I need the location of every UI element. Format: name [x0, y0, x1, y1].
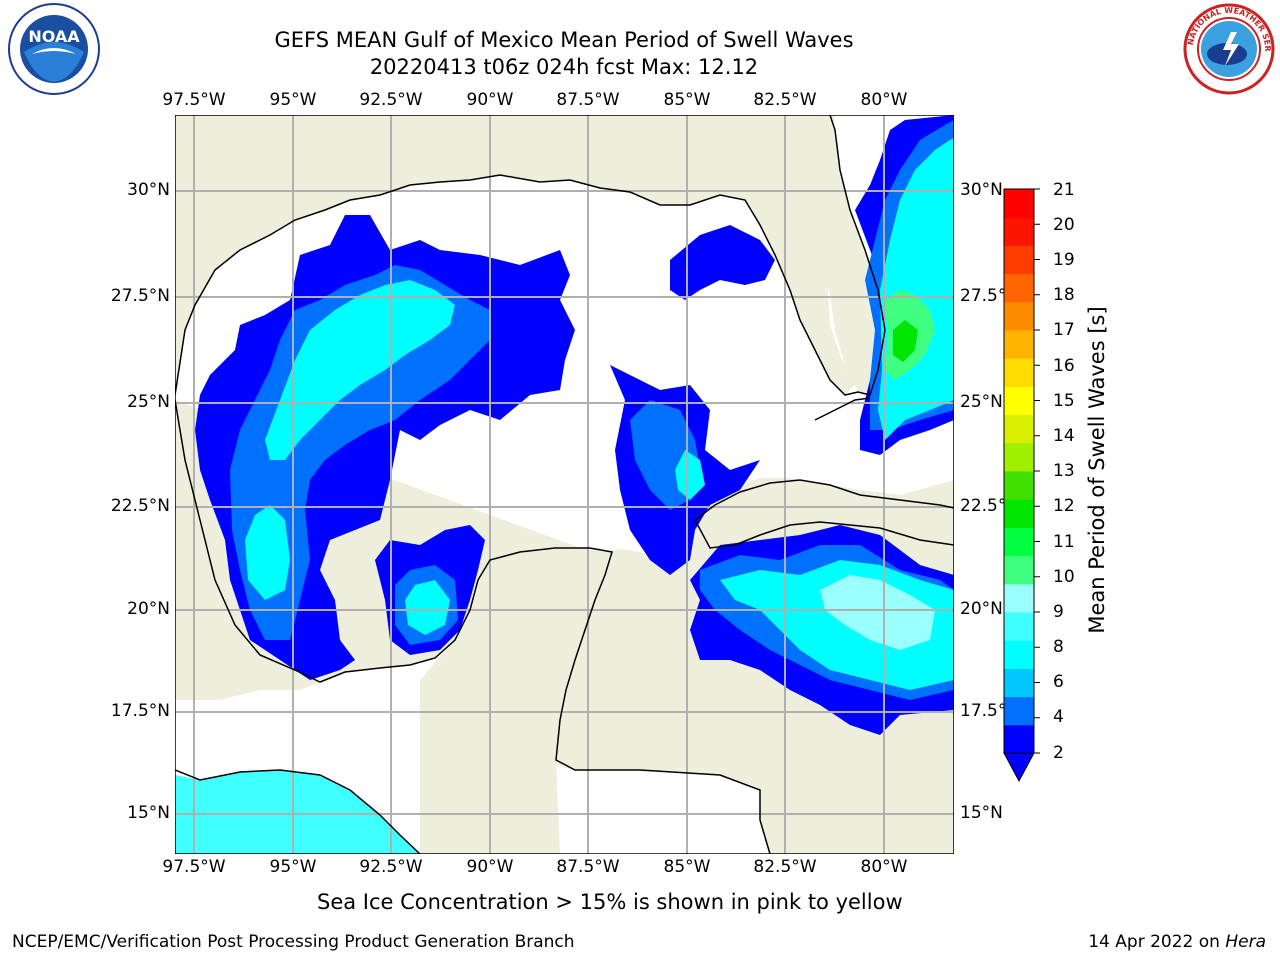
colorbar-tick: 11: [1053, 532, 1075, 552]
cuba-land: [695, 480, 954, 548]
lon-label: 97.5°W: [162, 90, 226, 110]
swell-period-contours: [175, 115, 954, 854]
lon-label: 82.5°W: [753, 90, 817, 110]
colorbar-segment: [1004, 217, 1034, 246]
lat-label: 30°N: [127, 180, 170, 200]
colorbar-tick: 8: [1053, 637, 1064, 657]
footer-credit: NCEP/EMC/Verification Post Processing Pr…: [12, 932, 575, 952]
colorbar-segment: [1004, 696, 1034, 726]
colorbar-tick: 12: [1053, 496, 1075, 516]
colorbar-tick: 16: [1053, 356, 1075, 376]
contour-6-8s-campeche: [405, 580, 450, 635]
chart-title: GEFS MEAN Gulf of Mexico Mean Period of …: [274, 28, 854, 52]
lon-label: 85°W: [663, 90, 711, 110]
lon-label: 90°W: [466, 90, 514, 110]
colorbar-tick: 10: [1053, 567, 1075, 587]
noaa-wordmark: NOAA: [28, 27, 80, 46]
lon-label: 95°W: [269, 857, 317, 877]
colorbar-tick: 14: [1053, 426, 1075, 446]
contour-2-4s-east-gulf: [670, 225, 775, 300]
sea-ice-note: Sea Ice Concentration > 15% is shown in …: [317, 890, 903, 914]
contour-6-8s-central: [675, 450, 705, 500]
colorbar-segment: [1004, 527, 1034, 557]
lon-label: 97.5°W: [162, 857, 226, 877]
coastlines: [175, 115, 954, 854]
contour-11-12s-atlantic: [893, 320, 918, 362]
colorbar-tick: 18: [1053, 285, 1075, 305]
colorbar-segment: [1004, 640, 1034, 669]
colorbar-segment: [1004, 612, 1034, 641]
colorbar-segment: [1004, 414, 1034, 444]
colorbar-tick: 4: [1053, 707, 1064, 727]
colorbar-segment: [1004, 358, 1034, 387]
footer-date: 14 Apr 2022 on Hera: [1088, 932, 1266, 952]
nws-logo: NATIONAL WEATHER SERVICE: [1177, 2, 1275, 95]
colorbar-tick: 21: [1053, 180, 1075, 200]
colorbar-segment: [1004, 386, 1034, 416]
lat-label: 30°N: [960, 180, 1003, 200]
lon-label: 90°W: [466, 857, 514, 877]
colorbar-segment: [1004, 724, 1034, 754]
colorbar-segment: [1004, 301, 1034, 331]
chart-subtitle: 20220413 t06z 024h fcst Max: 12.12: [369, 55, 759, 79]
colorbar-tick: 13: [1053, 461, 1075, 481]
contour-6-8s-west: [265, 280, 455, 460]
lon-label: 87.5°W: [556, 857, 620, 877]
colorbar-segment: [1004, 471, 1034, 500]
colorbar-segment: [1004, 668, 1034, 698]
lat-label: 25°N: [960, 392, 1003, 412]
colorbar-tick: 2: [1053, 743, 1064, 763]
colorbar-tick: 9: [1053, 602, 1064, 622]
colorbar-segment: [1004, 442, 1034, 472]
lat-label: 22.5°N: [110, 496, 170, 516]
colorbar-extend-arrow: [1003, 752, 1035, 783]
colorbar-tick: 20: [1053, 215, 1075, 235]
colorbar-segment: [1004, 499, 1034, 528]
colorbar-tick: 6: [1053, 672, 1064, 692]
colorbar-title: Mean Period of Swell Waves [s]: [1085, 306, 1109, 634]
lat-label: 17.5°N: [110, 701, 170, 721]
contour-6-8s-southwest: [245, 505, 290, 600]
colorbar-tick: 15: [1053, 391, 1075, 411]
colorbar-segment: [1004, 245, 1034, 275]
graticule: [175, 115, 954, 854]
mexico-land: [175, 395, 320, 700]
colorbar-segment: [1004, 273, 1034, 303]
lon-label: 80°W: [860, 90, 908, 110]
lat-label: 20°N: [127, 599, 170, 619]
colorbar: [1003, 188, 1040, 783]
footer-host: Hera: [1225, 932, 1266, 952]
lon-label: 87.5°W: [556, 90, 620, 110]
lon-label: 85°W: [663, 857, 711, 877]
noaa-logo: NOAA: [8, 3, 100, 95]
yucatan-land: [420, 548, 612, 854]
lon-label: 82.5°W: [753, 857, 817, 877]
colorbar-segment: [1004, 583, 1034, 613]
footer-date-text: 14 Apr 2022 on: [1088, 932, 1226, 952]
lon-label: 92.5°W: [359, 857, 423, 877]
contour-8-9s-caribbean: [820, 575, 935, 650]
lon-label: 95°W: [269, 90, 317, 110]
colorbar-tick: 17: [1053, 320, 1075, 340]
colorbar-segment: [1004, 330, 1034, 359]
colorbar-segment: [1004, 189, 1034, 218]
contour-4-6s-west: [230, 265, 490, 640]
lat-label: 15°N: [960, 803, 1003, 823]
colorbar-tick: 19: [1053, 250, 1075, 270]
lon-label: 92.5°W: [359, 90, 423, 110]
lon-label: 80°W: [860, 857, 908, 877]
lat-label: 20°N: [960, 599, 1003, 619]
florida-land: [760, 115, 885, 395]
lat-label: 27.5°N: [110, 286, 170, 306]
lat-label: 15°N: [127, 803, 170, 823]
lat-label: 25°N: [127, 392, 170, 412]
colorbar-segment: [1004, 555, 1034, 585]
